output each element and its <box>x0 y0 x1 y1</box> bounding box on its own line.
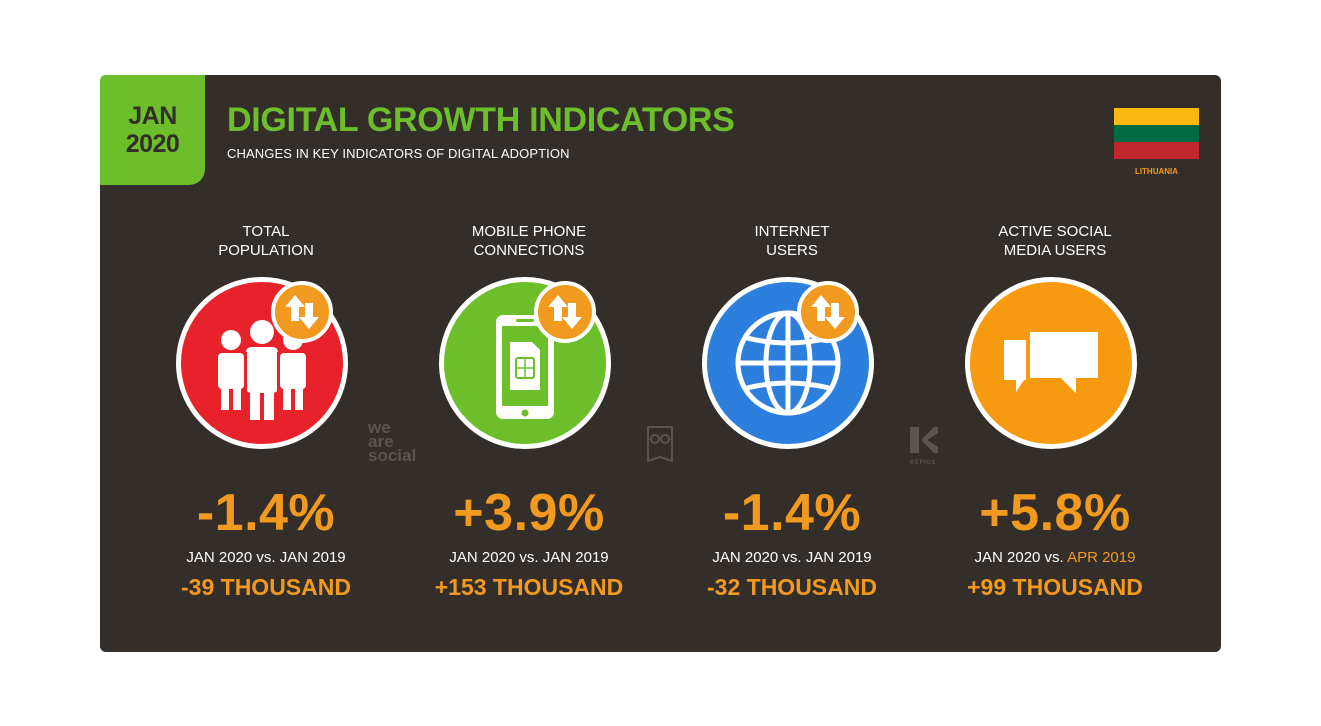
lithuania-flag-icon <box>1114 108 1199 159</box>
period-prefix: JAN 2020 vs. <box>712 549 806 566</box>
comparison-period: JAN 2020 vs. JAN 2019 <box>146 549 386 566</box>
indicator-label: ACTIVE SOCIAL MEDIA USERS <box>998 223 1112 259</box>
change-percent: +5.8% <box>979 484 1131 542</box>
change-absolute: -32 THOUSAND <box>707 574 877 600</box>
indicator-mobile: MOBILE PHONE CONNECTIONS <box>409 222 649 601</box>
change-absolute: -39 THOUSAND <box>181 574 351 600</box>
up-down-arrows-icon <box>271 281 333 343</box>
indicator-label: MOBILE PHONE CONNECTIONS <box>471 223 587 259</box>
period-reference: JAN 2019 <box>805 549 872 566</box>
kepios-mark-icon <box>910 427 938 453</box>
we-are-social-logo: we are social <box>368 418 417 465</box>
date-badge: JAN 2020 <box>100 75 205 185</box>
change-absolute: +99 THOUSAND <box>967 574 1143 600</box>
infographic-slide: JAN 2020 DIGITAL GROWTH INDICATORS CHANG… <box>100 75 1221 652</box>
page-title: DIGITAL GROWTH INDICATORS <box>227 101 735 139</box>
brand-word: are <box>368 432 394 451</box>
comparison-period: JAN 2020 vs. APR 2019 <box>935 549 1175 566</box>
indicator-label: TOTAL POPULATION <box>218 223 314 259</box>
chat-bubbles-icon <box>965 277 1137 449</box>
up-down-arrows-icon <box>797 281 859 343</box>
country-label: LITHUANIA <box>1134 167 1179 176</box>
period-reference: APR 2019 <box>1067 549 1136 566</box>
kepios-logo: KEPIOS <box>906 425 940 466</box>
period-prefix: JAN 2020 vs. <box>186 549 280 566</box>
change-percent: -1.4% <box>196 484 336 542</box>
indicator-label: INTERNET USERS <box>754 223 830 259</box>
period-prefix: JAN 2020 vs. <box>974 549 1068 566</box>
up-down-arrows-icon <box>534 281 596 343</box>
indicator-internet: INTERNET USERS <box>672 222 912 601</box>
date-year: 2020 <box>125 130 180 158</box>
page-subtitle: CHANGES IN KEY INDICATORS OF DIGITAL ADO… <box>227 146 570 161</box>
period-reference: JAN 2019 <box>279 549 346 566</box>
hootsuite-owl-icon <box>645 423 675 465</box>
change-absolute: +153 THOUSAND <box>434 574 624 600</box>
change-percent: +3.9% <box>453 484 605 542</box>
date-month: JAN <box>128 102 177 130</box>
kepios-wordmark: KEPIOS <box>910 460 936 466</box>
change-percent: -1.4% <box>722 484 862 542</box>
comparison-period: JAN 2020 vs. JAN 2019 <box>409 549 649 566</box>
brand-word: social <box>368 446 417 465</box>
comparison-period: JAN 2020 vs. JAN 2019 <box>672 549 912 566</box>
period-prefix: JAN 2020 vs. <box>449 549 543 566</box>
indicator-social: ACTIVE SOCIAL MEDIA USERS +5.8% JAN 2020… <box>935 222 1175 601</box>
indicator-population: TOTAL POPULATION <box>146 222 386 601</box>
period-reference: JAN 2019 <box>542 549 609 566</box>
brand-word: we <box>368 418 391 437</box>
